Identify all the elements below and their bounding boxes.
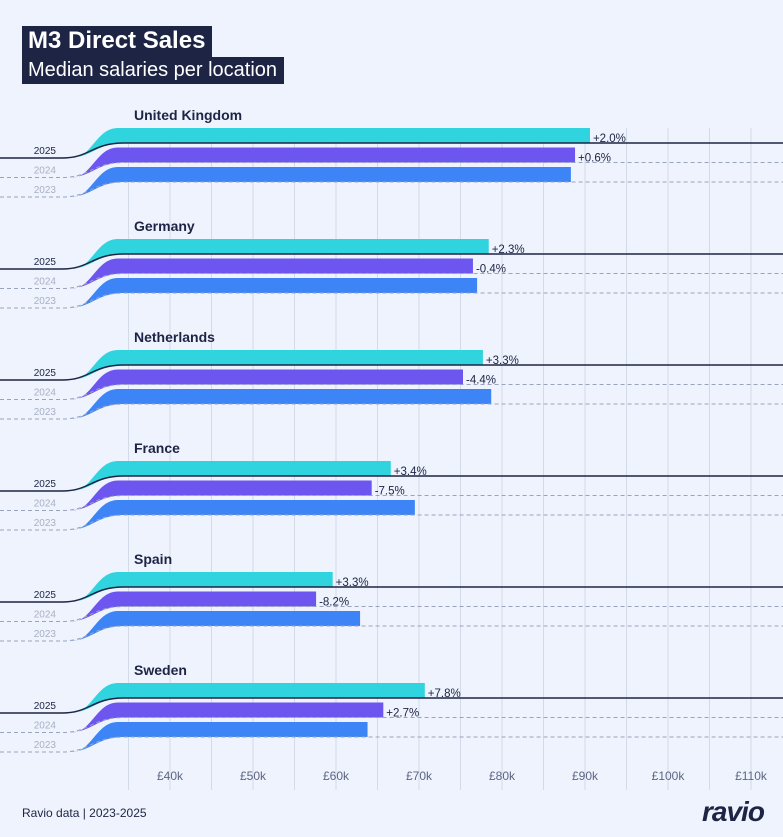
baseline-2024 <box>0 162 783 178</box>
x-tick-label: £40k <box>157 769 184 783</box>
change-label: -4.4% <box>466 375 496 387</box>
baseline-2023 <box>0 403 783 420</box>
baseline-2024 <box>0 606 783 622</box>
bar-2023 <box>68 500 415 530</box>
baseline-2025 <box>0 364 783 381</box>
baseline-2023 <box>0 736 783 753</box>
year-label: 2024 <box>34 721 57 732</box>
year-label: 2023 <box>34 185 57 196</box>
x-tick-label: £80k <box>489 769 516 783</box>
year-label: 2025 <box>34 146 57 157</box>
year-label: 2025 <box>34 479 57 490</box>
country-label: Netherlands <box>134 329 215 345</box>
baseline-2023 <box>0 292 783 309</box>
baseline-2024 <box>0 384 783 400</box>
bar-2024 <box>68 591 317 622</box>
year-label: 2024 <box>34 277 57 288</box>
year-label: 2025 <box>34 257 57 268</box>
change-label: +2.0% <box>593 133 626 145</box>
year-label: 2024 <box>34 499 57 510</box>
change-label: +3.4% <box>394 466 427 478</box>
x-tick-label: £60k <box>323 769 350 783</box>
country-label: France <box>134 440 180 456</box>
source-note: Ravio data | 2023-2025 <box>22 806 147 820</box>
baseline-2025 <box>0 697 783 714</box>
country-label: Sweden <box>134 662 187 678</box>
change-label: -0.4% <box>476 264 506 276</box>
year-label: 2025 <box>34 701 57 712</box>
year-label: 2023 <box>34 296 57 307</box>
baseline-2024 <box>0 717 783 733</box>
baseline-2023 <box>0 514 783 531</box>
bar-2024 <box>68 702 384 733</box>
baseline-2024 <box>0 495 783 511</box>
baseline-2025 <box>0 253 783 270</box>
baseline-2025 <box>0 586 783 603</box>
x-tick-label: £50k <box>240 769 267 783</box>
change-label: +2.3% <box>492 244 525 256</box>
year-label: 2023 <box>34 407 57 418</box>
ravio-logo: ravio <box>702 796 765 827</box>
baseline-2023 <box>0 625 783 642</box>
year-label: 2023 <box>34 740 57 751</box>
change-label: +3.3% <box>486 355 519 367</box>
bar-2023 <box>68 611 361 641</box>
bar-2024 <box>68 480 372 511</box>
change-label: +2.7% <box>386 708 419 720</box>
baseline-2025 <box>0 475 783 492</box>
change-label: +3.3% <box>336 577 369 589</box>
year-label: 2025 <box>34 590 57 601</box>
chart-subtitle: Median salaries per location <box>22 57 285 84</box>
year-label: 2025 <box>34 368 57 379</box>
country-label: Germany <box>134 218 195 234</box>
change-label: +7.8% <box>428 688 461 700</box>
x-tick-label: £70k <box>406 769 433 783</box>
baseline-2024 <box>0 273 783 289</box>
baseline-2023 <box>0 181 783 198</box>
x-tick-label: £90k <box>572 769 599 783</box>
year-label: 2024 <box>34 388 57 399</box>
chart-title: M3 Direct Sales <box>22 26 213 57</box>
x-tick-label: £100k <box>652 769 686 783</box>
change-label: -7.5% <box>375 486 405 498</box>
year-label: 2023 <box>34 518 57 529</box>
baseline-2025 <box>0 142 783 159</box>
country-label: United Kingdom <box>134 107 242 123</box>
bar-2023 <box>68 167 571 197</box>
year-label: 2024 <box>34 166 57 177</box>
change-label: +0.6% <box>578 153 611 165</box>
bar-2024 <box>68 258 473 289</box>
change-label: -8.2% <box>319 597 349 609</box>
country-label: Spain <box>134 551 172 567</box>
x-tick-label: £110k <box>735 769 768 783</box>
year-label: 2023 <box>34 629 57 640</box>
year-label: 2024 <box>34 610 57 621</box>
